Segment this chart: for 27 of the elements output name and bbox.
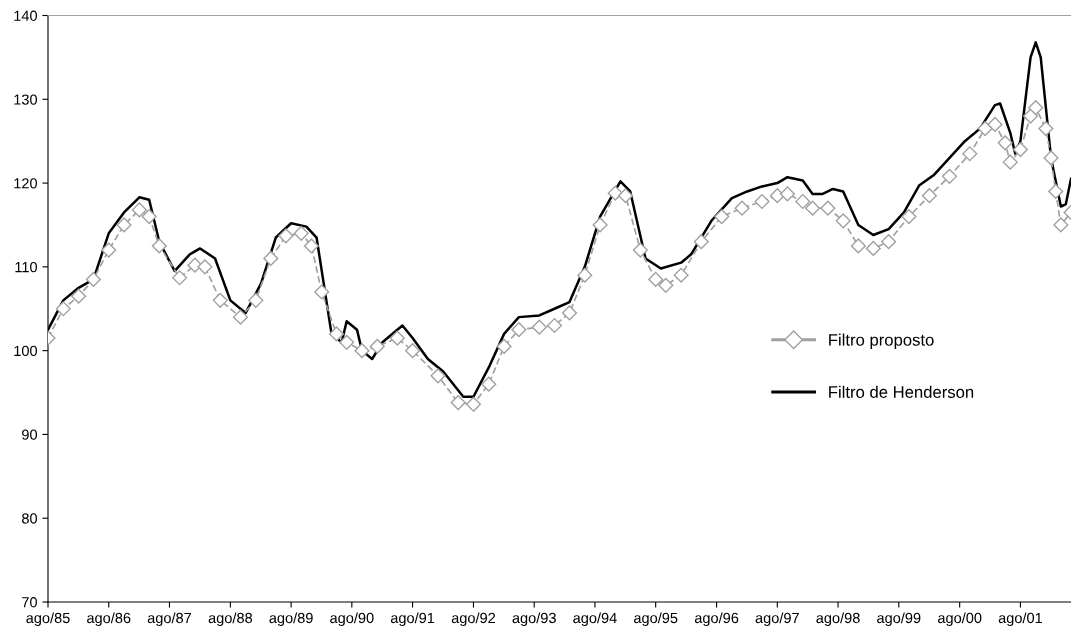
y-tick-label: 120 — [14, 178, 38, 189]
y-tick-label: 130 — [14, 94, 38, 105]
y-tick-label: 90 — [22, 429, 38, 440]
y-tick-label: 100 — [14, 345, 38, 357]
x-tick-label: ago/97 — [755, 612, 799, 627]
x-tick-label: ago/01 — [998, 612, 1043, 627]
x-tick-label: ago/96 — [694, 612, 739, 627]
x-tick-label: ago/89 — [269, 612, 313, 627]
x-tick-label: ago/88 — [208, 612, 253, 627]
x-tick-label: ago/99 — [877, 612, 921, 627]
x-tick-label: ago/93 — [512, 612, 556, 627]
x-tick-label: ago/90 — [330, 612, 374, 627]
y-tick-label: 110 — [15, 261, 38, 273]
x-tick-label: ago/87 — [147, 612, 192, 627]
x-tick-label: ago/86 — [87, 612, 131, 627]
x-tick-label: ago/91 — [390, 612, 435, 627]
y-tick-label: 70 — [22, 597, 38, 608]
y-tick-label: 80 — [22, 513, 38, 524]
x-tick-label: ago/00 — [938, 612, 982, 627]
x-tick-label: ago/94 — [573, 612, 617, 627]
x-tick-label: ago/95 — [634, 612, 678, 627]
x-tick-label: ago/85 — [26, 612, 70, 627]
x-tick-label: ago/98 — [816, 612, 860, 627]
y-tick-label: 140 — [14, 10, 38, 21]
legend-label: Filtro de Henderson — [829, 385, 974, 398]
legend-label: Filtro proposto — [829, 333, 934, 350]
x-tick-label: ago/92 — [451, 612, 496, 627]
